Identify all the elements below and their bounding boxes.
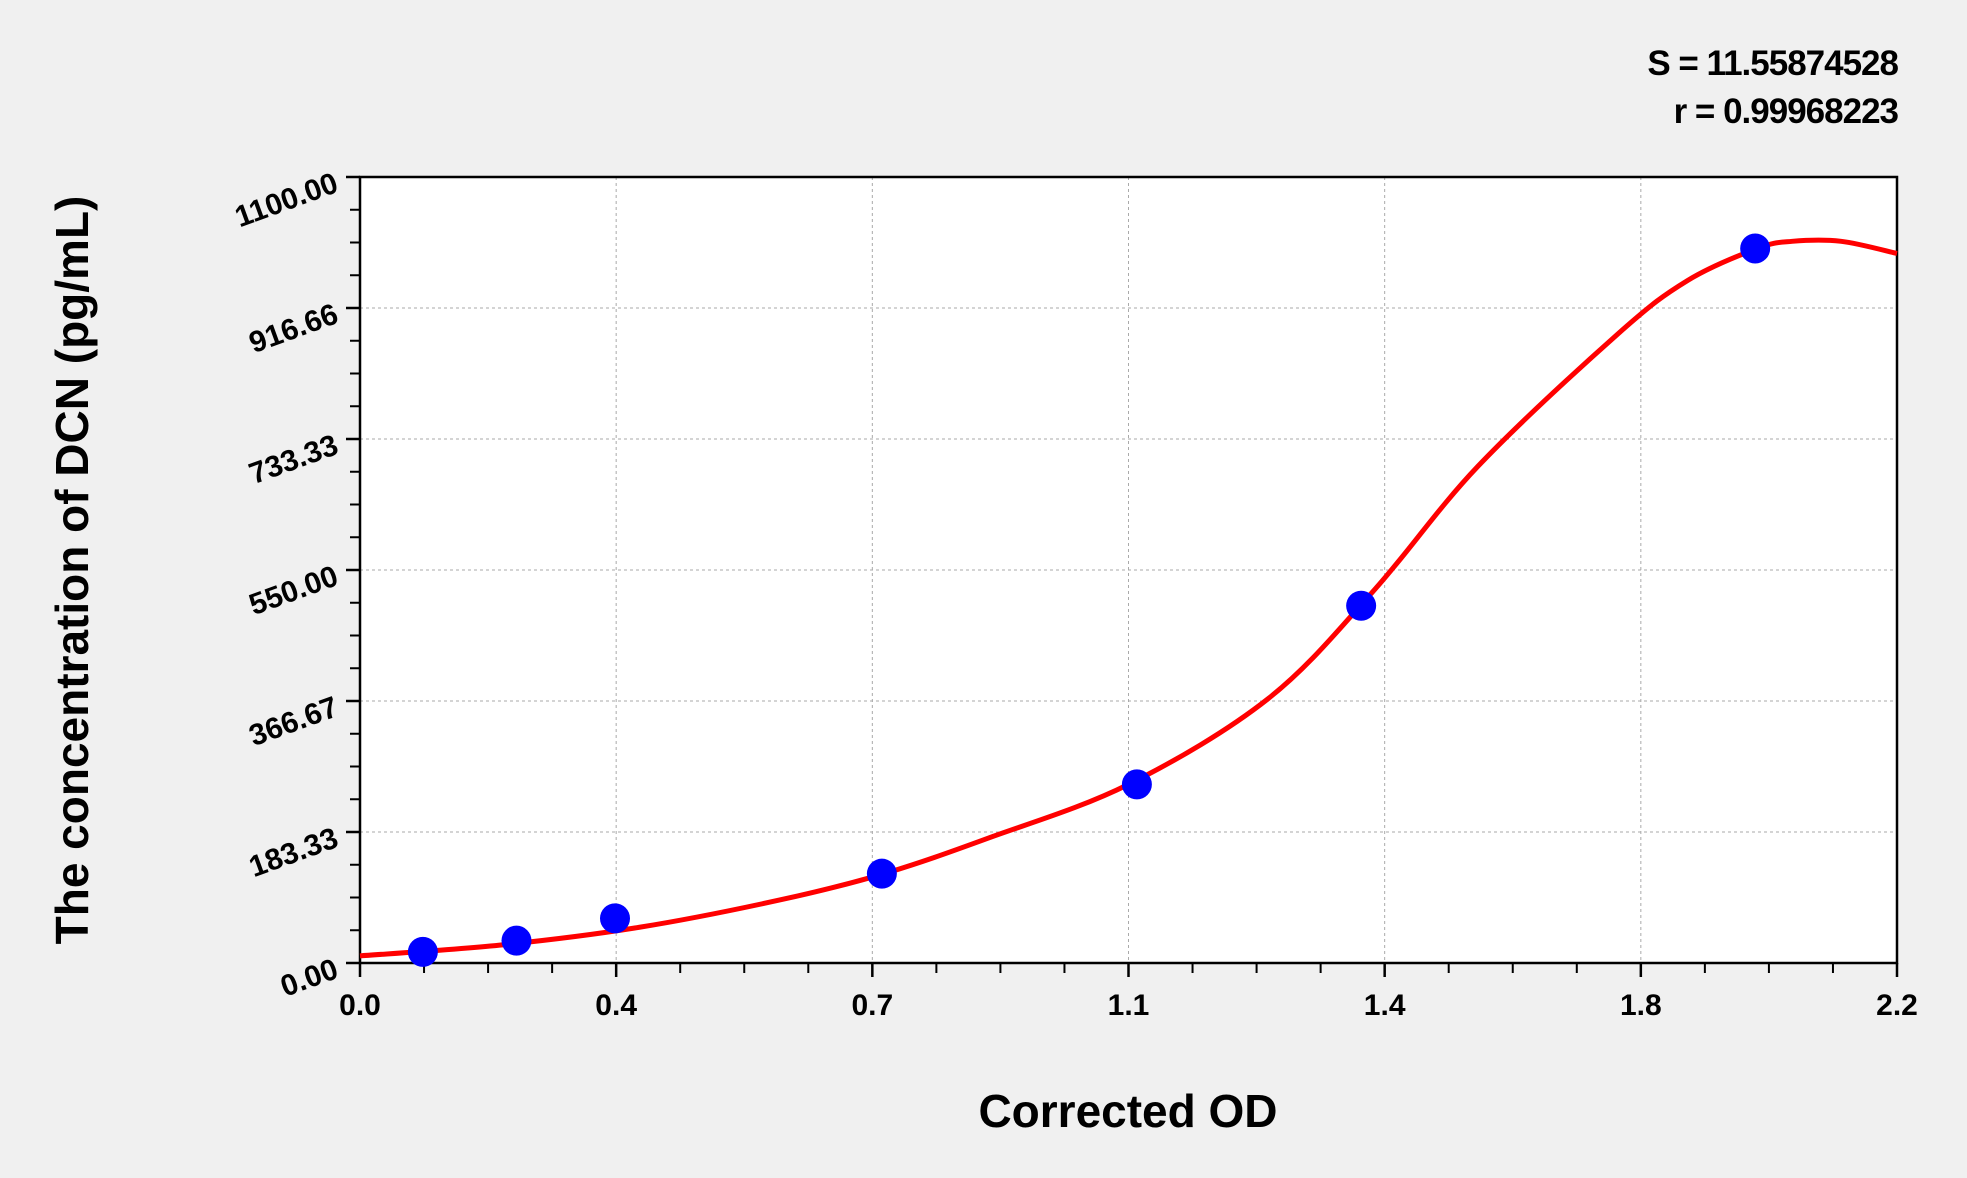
- x-tick-label: 0.7: [851, 989, 893, 1022]
- y-tick-labels: 0.00 183.33 366.67 550.00 733.33 916.66 1100.0…: [231, 167, 343, 1004]
- data-point: [1346, 590, 1377, 621]
- data-point: [600, 903, 631, 934]
- grid: [360, 177, 1897, 963]
- data-point: [866, 858, 897, 889]
- y-tick-label: 0.00: [276, 953, 342, 1004]
- y-tick-label: 916.66: [245, 298, 343, 360]
- data-point: [407, 936, 438, 967]
- ticks: [346, 175, 1899, 977]
- x-tick-label: 2.2: [1876, 989, 1918, 1022]
- y-tick-label: 183.33: [245, 822, 343, 884]
- y-tick-label: 1100.00: [231, 167, 343, 235]
- y-axis-label: The concentration of DCN (pg/mL): [46, 196, 98, 945]
- stat-r: r = 0.99968223: [1674, 92, 1899, 131]
- data-point: [501, 925, 532, 956]
- x-tick-label: 1.4: [1364, 989, 1406, 1022]
- x-tick-label: 1.1: [1108, 989, 1150, 1022]
- y-tick-label: 366.67: [245, 691, 343, 753]
- x-tick-label: 1.8: [1620, 989, 1662, 1022]
- x-tick-label: 0.0: [339, 989, 381, 1022]
- x-axis-label: Corrected OD: [978, 1085, 1277, 1137]
- x-tick-labels: 0.0 0.4 0.7 1.1 1.4 1.8 2.2: [339, 989, 1918, 1022]
- data-points: [407, 233, 1771, 967]
- data-point: [1740, 233, 1771, 264]
- x-tick-label: 0.4: [595, 989, 637, 1022]
- plot-frame: [358, 175, 1899, 965]
- stat-s: S = 11.55874528: [1647, 44, 1898, 83]
- y-tick-label: 733.33: [245, 429, 343, 491]
- data-point: [1121, 769, 1152, 800]
- y-tick-label: 550.00: [245, 560, 343, 622]
